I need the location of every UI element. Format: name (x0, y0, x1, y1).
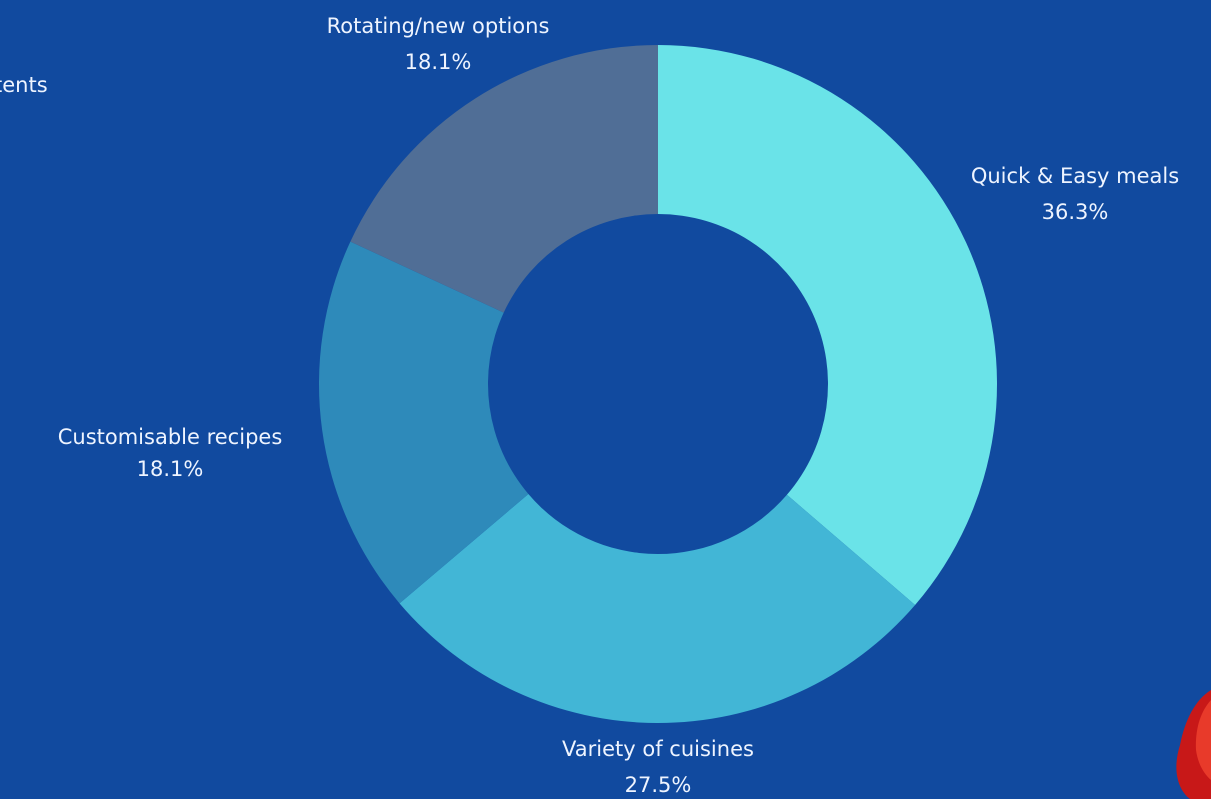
slice (319, 241, 529, 604)
slice-label: Rotating/new options (327, 14, 550, 38)
decoration (1176, 690, 1211, 799)
slice (658, 45, 997, 605)
slice (399, 493, 916, 724)
value-label: 18.1% (405, 50, 472, 74)
value-label: 36.3% (1042, 200, 1109, 224)
slice-label: Variety of cuisines (562, 737, 754, 761)
slice-label: Customisable recipes (58, 425, 283, 449)
slice (350, 45, 658, 313)
value-label: 27.5% (625, 773, 692, 797)
annotation: tents (0, 73, 48, 97)
slice-label: Quick & Easy meals (971, 164, 1179, 188)
value-label: 18.1% (137, 457, 204, 481)
